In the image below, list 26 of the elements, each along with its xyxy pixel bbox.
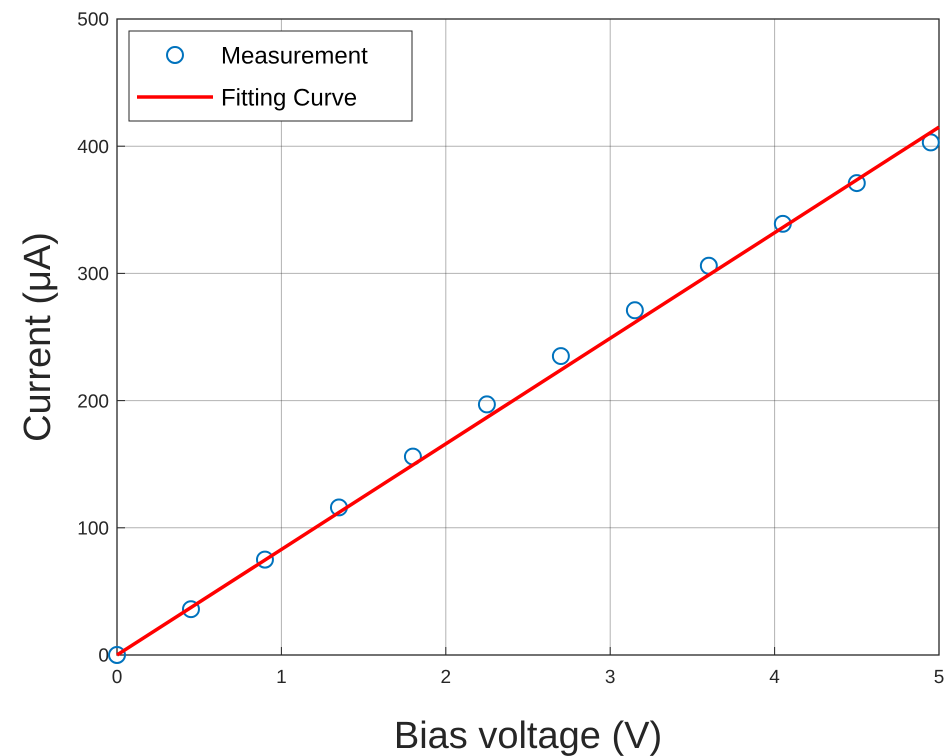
point: [108, 646, 126, 664]
x-tick-label: 1: [276, 667, 287, 688]
point: [256, 550, 274, 569]
point: [774, 214, 792, 233]
y-tick-label: 400: [77, 136, 109, 158]
y-tick-label: 300: [77, 264, 109, 286]
point: [478, 395, 496, 414]
x-tick-label: 3: [604, 667, 616, 688]
x-axis-title: Bias voltage (V): [394, 715, 662, 756]
x-tick-label: 2: [440, 667, 452, 688]
point: [626, 301, 644, 320]
y-tick-label: 500: [77, 10, 109, 31]
legend-label: Measurement: [221, 42, 368, 70]
point: [552, 347, 570, 366]
y-tick-label: 0: [98, 646, 109, 667]
y-tick-label: 200: [77, 391, 109, 412]
point: [848, 174, 866, 192]
point: [182, 600, 200, 618]
x-tick-label: 5: [934, 667, 944, 688]
y-axis-title: Current (μA): [17, 232, 59, 442]
point: [922, 133, 940, 152]
x-tick-label: 4: [769, 667, 780, 688]
point: [330, 498, 348, 516]
y-tick-label: 100: [77, 518, 109, 540]
legend-label: Fitting Curve: [221, 84, 358, 112]
x-tick-label: 0: [112, 667, 122, 688]
